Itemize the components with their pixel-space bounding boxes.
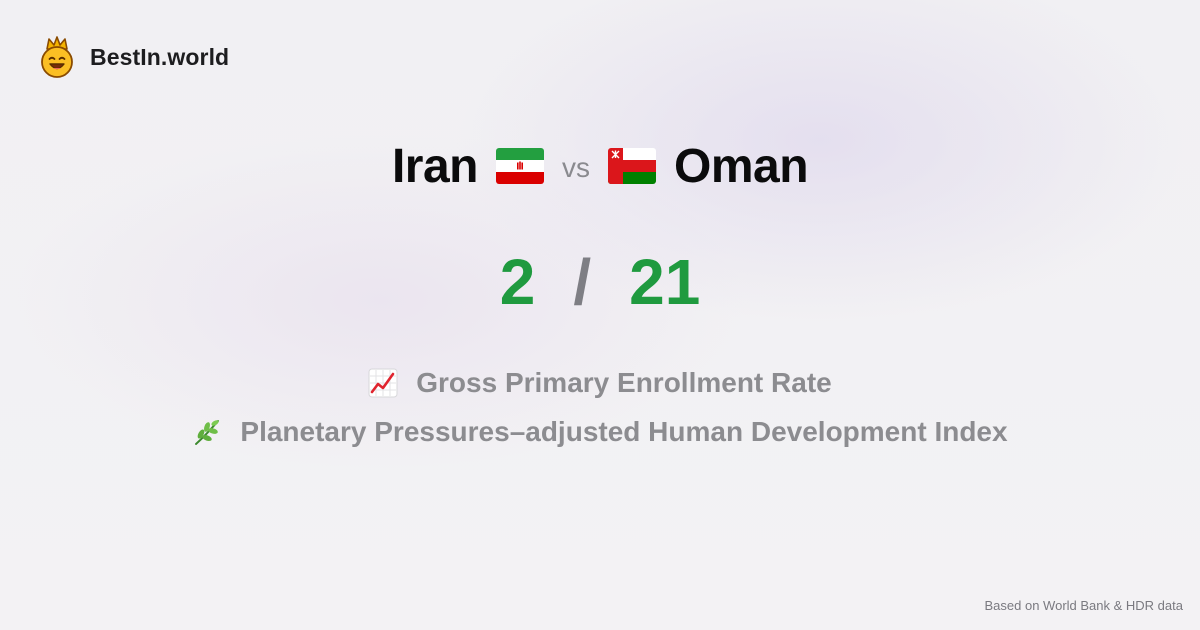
score-row: 2 / 21 [0, 244, 1200, 320]
country-b-name: Oman [674, 139, 809, 193]
comparison-title: Iran vs Oman [0, 136, 1200, 196]
metric-label: Planetary Pressures–adjusted Human Devel… [240, 416, 1008, 447]
metric-label: Gross Primary Enrollment Rate [416, 367, 832, 398]
country-b-score: 21 [629, 246, 701, 318]
brand-header[interactable]: BestIn.world [38, 36, 229, 78]
metric-item: Gross Primary Enrollment Rate [0, 363, 1200, 403]
country-a-name: Iran [391, 139, 479, 193]
oman-flag-icon [608, 148, 656, 184]
score-separator: / [573, 246, 592, 318]
metric-item: Planetary Pressures–adjusted Human Devel… [0, 412, 1200, 452]
iran-flag-icon [496, 148, 544, 184]
data-source-note: Based on World Bank & HDR data [984, 598, 1183, 613]
herb-icon [195, 420, 220, 445]
country-a-score: 2 [499, 246, 536, 318]
brand-name: BestIn.world [90, 43, 230, 70]
vs-label: vs [562, 152, 590, 183]
chart-increasing-icon [368, 368, 398, 398]
crowned-smiley-logo-icon [41, 36, 73, 78]
